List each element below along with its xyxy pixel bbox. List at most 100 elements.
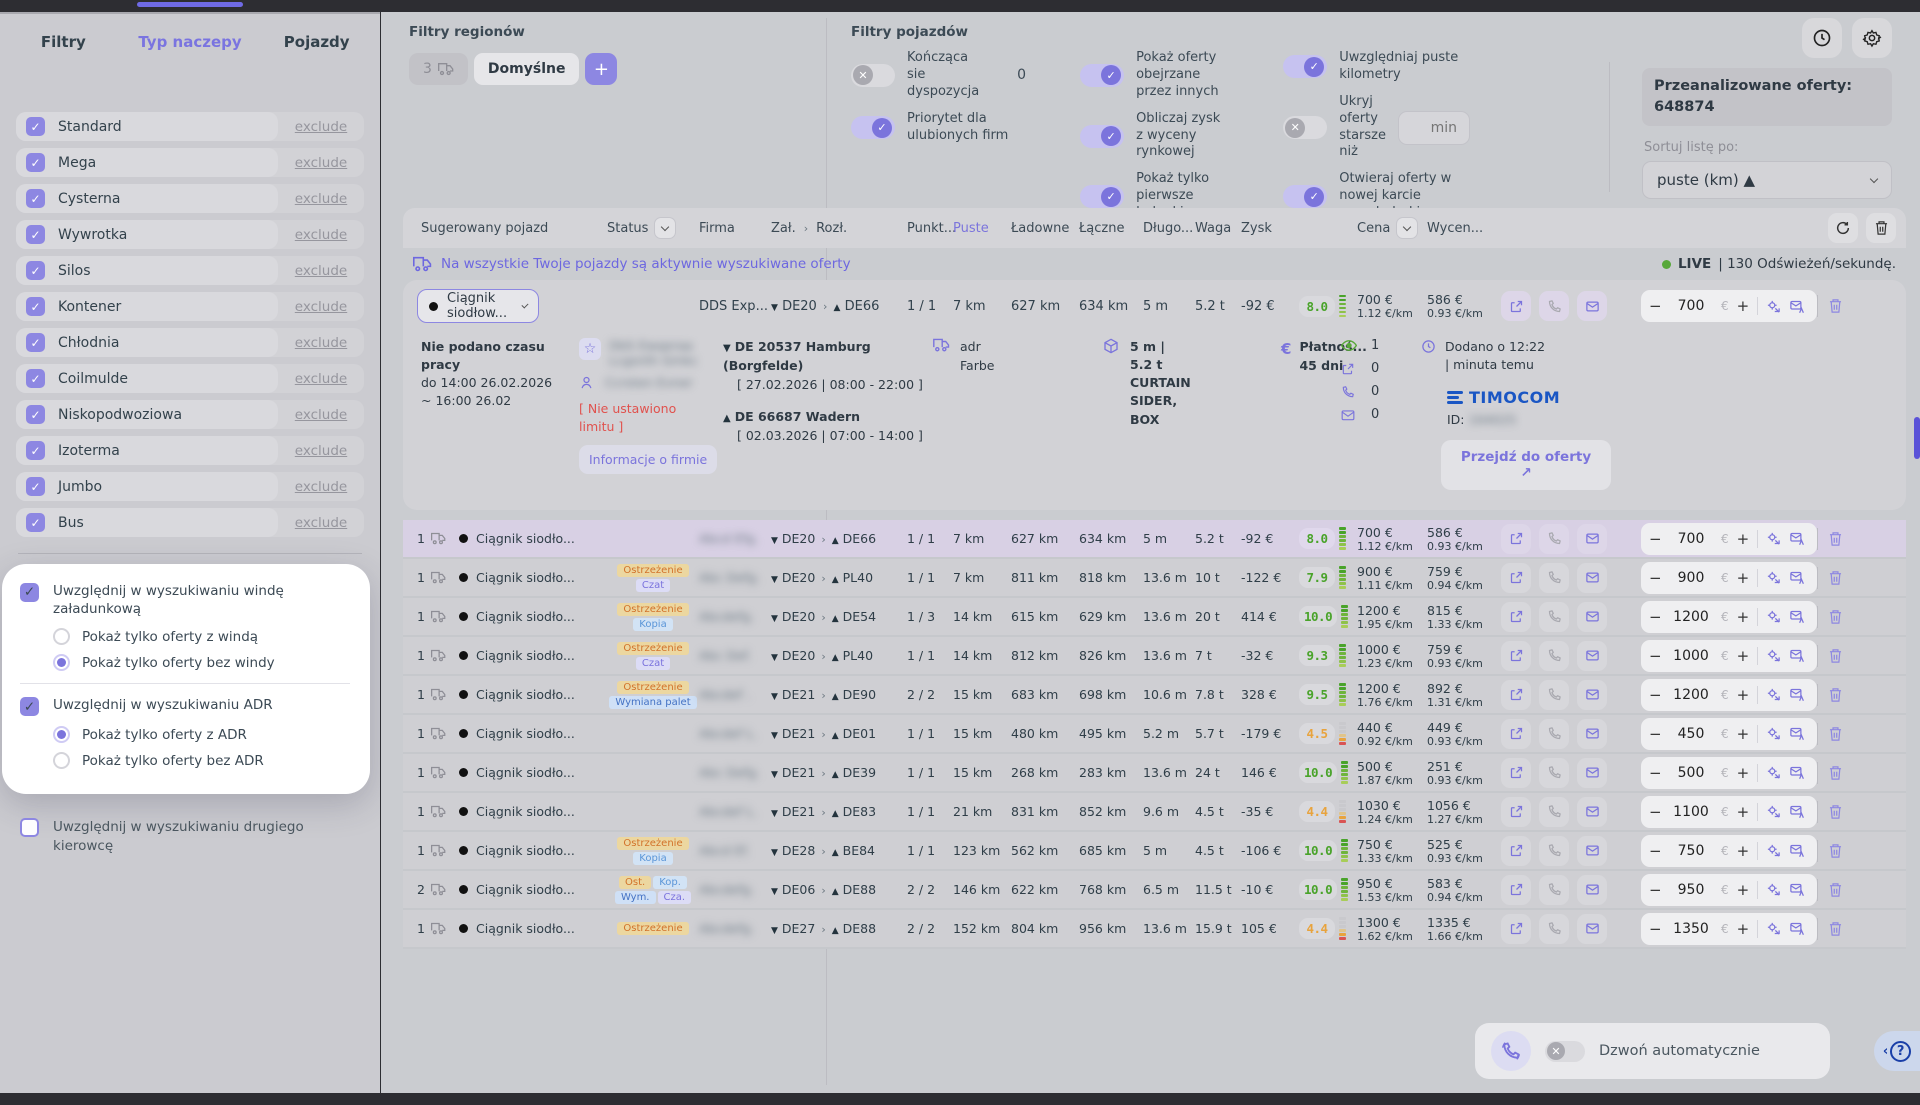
increase-button[interactable]: + [1736, 763, 1750, 782]
mail-button[interactable] [1577, 796, 1607, 827]
radio-icon[interactable] [53, 752, 70, 770]
call-button[interactable] [1539, 874, 1569, 905]
offer-price-stepper[interactable]: − 450 € + [1641, 717, 1817, 750]
decrease-button[interactable]: − [1649, 841, 1662, 860]
toggle-ending-availability[interactable]: ✕ [851, 63, 895, 87]
cena-filter-dropdown[interactable] [1396, 217, 1419, 239]
delete-offer-button[interactable] [1828, 921, 1843, 937]
type-checkbox[interactable]: ✓ [26, 513, 45, 532]
type-checkbox[interactable]: ✓ [26, 333, 45, 352]
increase-button[interactable]: + [1736, 646, 1750, 665]
auto-negotiate-button[interactable] [1766, 299, 1781, 314]
offer-row[interactable]: 1 Ciągnik siodło... Ostrzeżenie Czat Abc … [403, 637, 1906, 676]
increase-button[interactable]: + [1736, 685, 1750, 704]
offer-value[interactable]: 900 [1677, 569, 1705, 586]
radio-icon[interactable] [53, 628, 70, 646]
radio-icon-selected[interactable] [53, 654, 70, 672]
trailer-type-row[interactable]: ✓ Silos exclude [16, 256, 364, 285]
share-offer-button[interactable] [1501, 601, 1531, 632]
trailer-type-row[interactable]: ✓ Wywrotka exclude [16, 220, 364, 249]
mail-button[interactable] [1577, 562, 1607, 593]
delete-offer-button[interactable] [1828, 609, 1843, 625]
offer-price-stepper[interactable]: − 1000 € + [1641, 639, 1817, 672]
mail-button[interactable] [1577, 757, 1607, 788]
decrease-button[interactable]: − [1649, 763, 1662, 782]
auto-negotiate-button[interactable] [1766, 843, 1781, 858]
share-offer-button[interactable] [1501, 640, 1531, 671]
trailer-type-row[interactable]: ✓ Coilmulde exclude [16, 364, 364, 393]
exclude-link[interactable]: exclude [294, 478, 348, 495]
type-checkbox[interactable]: ✓ [26, 441, 45, 460]
offer-value[interactable]: 950 [1677, 881, 1705, 898]
auto-negotiate-button[interactable] [1766, 921, 1781, 936]
auto-call-toggle[interactable]: ✕ [1545, 1040, 1585, 1062]
trailer-type-row[interactable]: ✓ Chłodnia exclude [16, 328, 364, 357]
trailer-type-row[interactable]: ✓ Jumbo exclude [16, 472, 364, 501]
auto-mail-button[interactable] [1789, 921, 1804, 936]
radio-with-adr[interactable]: Pokaż tylko oferty z ADR [53, 726, 350, 744]
offer-row[interactable]: 2 Ciągnik siodło... Ost. Kop. Wym. Cza. Abc… [403, 871, 1906, 910]
radio-icon-selected[interactable] [53, 726, 70, 744]
exclude-link[interactable]: exclude [294, 118, 348, 135]
decrease-button[interactable]: − [1649, 724, 1662, 743]
offer-price-stepper[interactable]: − 700 € + [1641, 290, 1817, 322]
increase-button[interactable]: + [1736, 802, 1750, 821]
increase-button[interactable]: + [1736, 841, 1750, 860]
mail-button[interactable] [1577, 718, 1607, 749]
delete-offer-button[interactable] [1828, 570, 1843, 586]
offer-value[interactable]: 450 [1677, 725, 1705, 742]
type-checkbox[interactable]: ✓ [26, 405, 45, 424]
auto-mail-button[interactable] [1789, 609, 1804, 624]
auto-mail-button[interactable] [1789, 687, 1804, 702]
offer-value[interactable]: 1100 [1673, 803, 1709, 820]
share-offer-button[interactable] [1501, 291, 1531, 321]
region-count-chip[interactable]: 3 [409, 53, 468, 85]
adr-group[interactable]: ✓ Uwzględnij w wyszukiwaniu ADR [20, 696, 350, 717]
call-button[interactable] [1539, 679, 1569, 710]
offer-row[interactable]: 1 Ciągnik siodło... Ostrzeżenie Kopia Abc… [403, 598, 1906, 637]
auto-mail-button[interactable] [1789, 726, 1804, 741]
offer-row[interactable]: 1 Ciągnik siodło... Ostrzeżenie Wymiana p… [403, 676, 1906, 715]
auto-negotiate-button[interactable] [1766, 726, 1781, 741]
radio-without-adr[interactable]: Pokaż tylko oferty bez ADR [53, 752, 350, 770]
call-button[interactable] [1539, 291, 1569, 321]
radio-with-liftgate[interactable]: Pokaż tylko oferty z windą [53, 628, 350, 646]
decrease-button[interactable]: − [1649, 802, 1662, 821]
type-checkbox[interactable]: ✓ [26, 153, 45, 172]
auto-negotiate-button[interactable] [1766, 570, 1781, 585]
clear-list-button[interactable] [1866, 213, 1896, 243]
liftgate-checkbox[interactable]: ✓ [20, 583, 39, 602]
offer-price-stepper[interactable]: − 900 € + [1641, 561, 1817, 594]
second-driver-checkbox[interactable]: ✓ [20, 818, 39, 838]
share-offer-button[interactable] [1501, 718, 1531, 749]
call-button[interactable] [1539, 523, 1569, 554]
offer-value[interactable]: 700 [1677, 530, 1705, 547]
share-offer-button[interactable] [1501, 757, 1531, 788]
radio-without-liftgate[interactable]: Pokaż tylko oferty bez windy [53, 654, 350, 672]
offer-value[interactable]: 1200 [1673, 686, 1709, 703]
trailer-type-row[interactable]: ✓ Cysterna exclude [16, 184, 364, 213]
tab-pojazdy[interactable]: Pojazdy [283, 33, 350, 51]
add-region-filter-button[interactable]: + [585, 53, 618, 85]
type-checkbox[interactable]: ✓ [26, 297, 45, 316]
mail-button[interactable] [1577, 679, 1607, 710]
auto-negotiate-button[interactable] [1766, 648, 1781, 663]
offer-price-stepper[interactable]: − 950 € + [1641, 873, 1817, 906]
call-button[interactable] [1539, 601, 1569, 632]
mail-button[interactable] [1577, 523, 1607, 554]
auto-mail-button[interactable] [1789, 299, 1804, 314]
call-button[interactable] [1539, 640, 1569, 671]
offer-row[interactable]: 1 Ciągnik siodło... Ostrzeżenie Czat Abc … [403, 559, 1906, 598]
call-button[interactable] [1539, 718, 1569, 749]
offer-value[interactable]: 1200 [1673, 608, 1709, 625]
offer-price-stepper[interactable]: − 1100 € + [1641, 795, 1817, 828]
call-button[interactable] [1539, 562, 1569, 593]
exclude-link[interactable]: exclude [294, 154, 348, 171]
offer-row[interactable]: 1 Ciągnik siodło... Abcdef L. ▼ DE21 › ▲… [403, 715, 1906, 754]
offer-value[interactable]: 700 [1677, 298, 1705, 314]
delete-offer-button[interactable] [1828, 298, 1843, 314]
trailer-type-row[interactable]: ✓ Niskopodwoziowa exclude [16, 400, 364, 429]
auto-negotiate-button[interactable] [1766, 765, 1781, 780]
delete-offer-button[interactable] [1828, 648, 1843, 664]
offer-price-stepper[interactable]: − 1350 € + [1641, 912, 1817, 945]
